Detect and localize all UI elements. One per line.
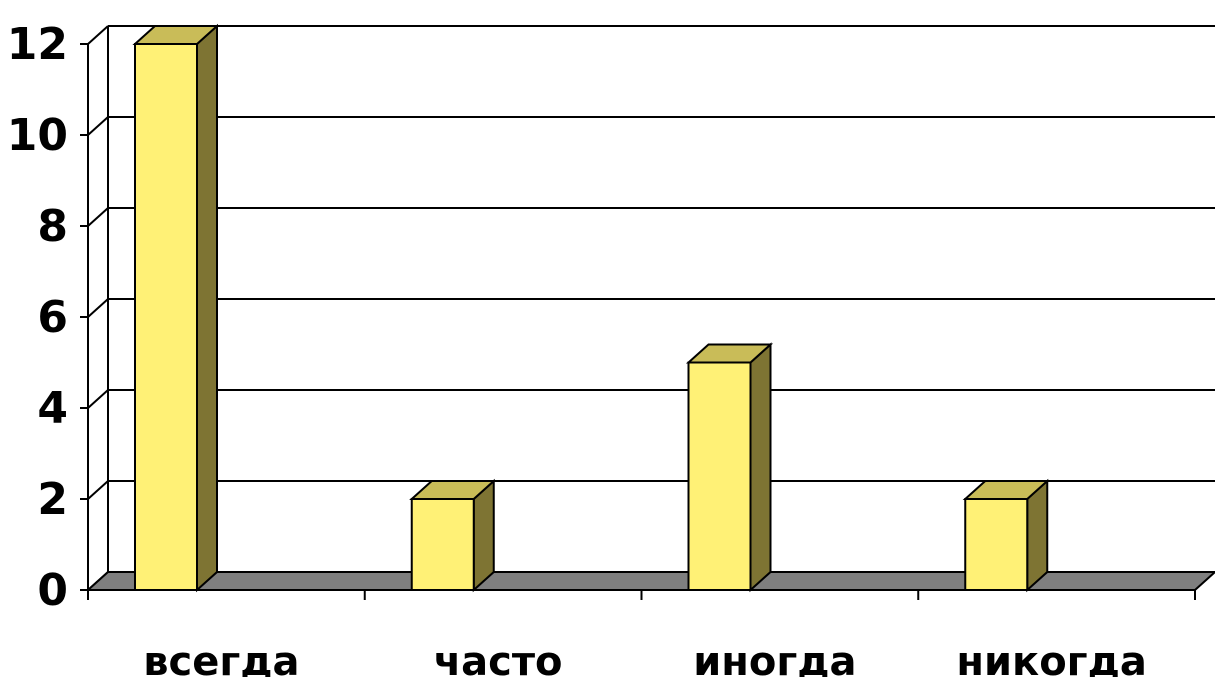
y-tick-label: 6 [37, 292, 68, 343]
y-tick-label: 0 [37, 565, 68, 616]
gridline-side [87, 480, 109, 500]
x-category-label: часто [434, 639, 563, 677]
x-category-label: никогда [956, 639, 1147, 677]
y-tick-label: 12 [7, 19, 68, 70]
bar-1 [132, 23, 220, 593]
y-tick-label: 8 [37, 201, 68, 252]
y-tick-label: 2 [37, 474, 68, 525]
y-tick-label: 10 [7, 110, 68, 161]
x-category-label: всегда [143, 639, 299, 677]
bar-2 [409, 478, 497, 593]
bar-3 [685, 342, 774, 593]
gridline-side [87, 389, 109, 409]
bar-front [410, 498, 475, 591]
bar-side [196, 23, 218, 593]
y-tick-label: 4 [37, 383, 68, 434]
bar-front [964, 498, 1029, 591]
bar-front [687, 361, 752, 591]
gridline-side [87, 116, 109, 136]
gridline-side [87, 298, 109, 318]
bar-4 [962, 478, 1050, 593]
chart-floor [85, 571, 1215, 591]
bar-side [749, 342, 772, 593]
x-category-label: иногда [693, 639, 856, 677]
gridline-side [87, 207, 109, 227]
bar-front [134, 43, 198, 591]
gridline-side [87, 25, 109, 45]
